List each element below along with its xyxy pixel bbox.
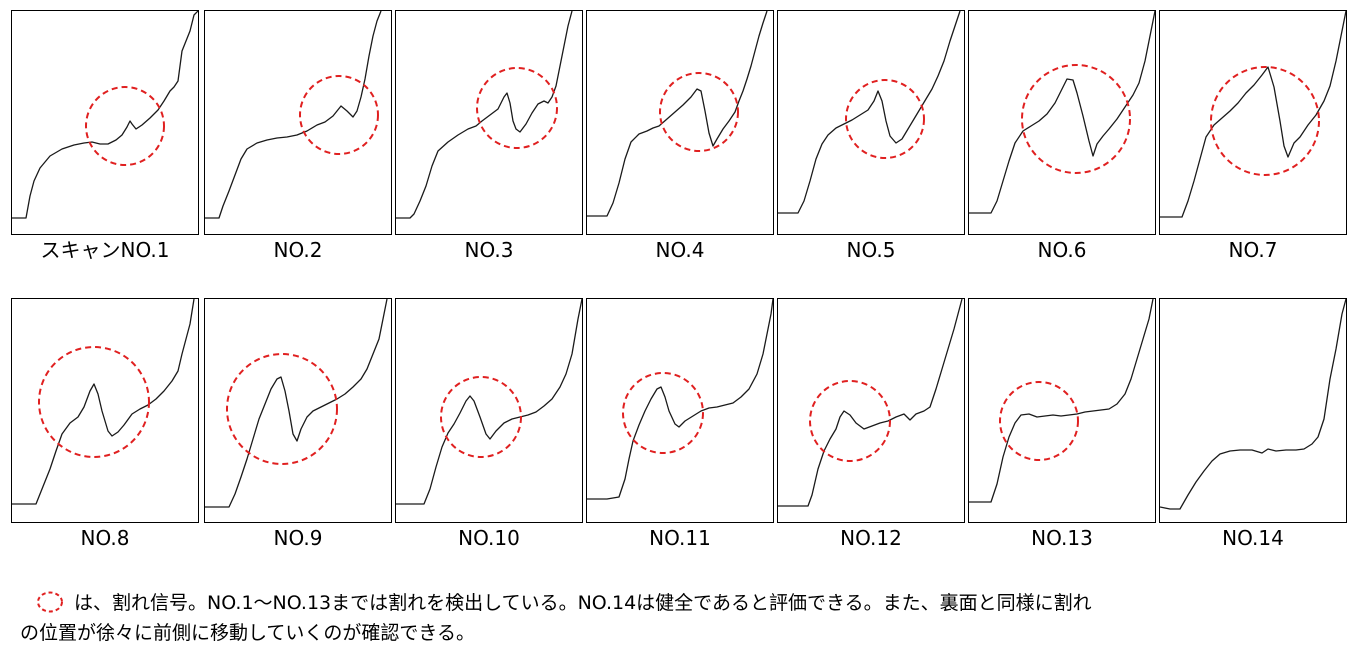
crack-signal-circle bbox=[299, 75, 379, 155]
signal-curve bbox=[205, 299, 388, 508]
signal-curve bbox=[1160, 299, 1346, 510]
scan-plot bbox=[777, 298, 965, 523]
scan-label: NO.7 bbox=[1228, 238, 1278, 262]
crack-signal-circle bbox=[845, 79, 925, 159]
scan-plot bbox=[1159, 298, 1347, 523]
crack-signal-circle bbox=[1021, 64, 1131, 174]
scan-plot-svg bbox=[205, 299, 388, 508]
scan-plot bbox=[586, 298, 774, 523]
scan-plot-svg bbox=[587, 299, 773, 500]
scan-label: NO.13 bbox=[1031, 526, 1093, 550]
scan-plot-svg bbox=[396, 11, 573, 219]
caption-note: は、割れ信号。NO.1～NO.13までは割れを検出している。NO.14は健全であ… bbox=[20, 588, 1350, 648]
scan-plot bbox=[11, 298, 199, 523]
scan-plot bbox=[586, 10, 774, 235]
signal-curve bbox=[587, 11, 768, 217]
crack-signal-circle bbox=[659, 72, 739, 152]
signal-curve bbox=[969, 11, 1155, 214]
note-line1: は、割れ信号。NO.1～NO.13までは割れを検出している。NO.14は健全であ… bbox=[74, 592, 1092, 614]
scan-plot-svg bbox=[205, 11, 382, 219]
scan-plot-svg bbox=[778, 11, 961, 214]
signal-curve bbox=[12, 11, 198, 219]
crack-signal-circle bbox=[38, 346, 150, 458]
signal-curve bbox=[396, 11, 573, 219]
scan-label: NO.3 bbox=[464, 238, 514, 262]
scan-label: NO.5 bbox=[846, 238, 896, 262]
scan-plot bbox=[968, 298, 1156, 523]
scan-plot bbox=[204, 10, 392, 235]
signal-curve bbox=[587, 299, 773, 500]
crack-signal-circle bbox=[999, 381, 1079, 461]
scan-label: NO.2 bbox=[273, 238, 323, 262]
scan-label: NO.4 bbox=[655, 238, 705, 262]
scan-plot bbox=[395, 10, 583, 235]
crack-signal-circle bbox=[226, 353, 338, 465]
scan-plot-svg bbox=[1160, 11, 1346, 218]
scan-plot bbox=[395, 298, 583, 523]
scan-plot bbox=[1159, 10, 1347, 235]
scan-plot-svg bbox=[969, 299, 1154, 503]
scan-label: NO.11 bbox=[649, 526, 711, 550]
scan-plot-svg bbox=[12, 11, 198, 219]
signal-curve bbox=[969, 299, 1154, 503]
scan-label: スキャンNO.1 bbox=[40, 238, 170, 262]
signal-curve bbox=[12, 299, 195, 505]
scan-plot-svg bbox=[396, 299, 582, 505]
scan-label: NO.6 bbox=[1037, 238, 1087, 262]
crack-signal-circle bbox=[1210, 66, 1320, 176]
scan-plot-svg bbox=[12, 299, 195, 505]
crack-signal-circle bbox=[809, 380, 891, 462]
scan-panel-grid: スキャンNO.1 NO.2 NO.3 NO.4 NO.5 NO.6 NO.7 NO.8 NO.9… bbox=[11, 10, 1347, 550]
crack-signal-circle bbox=[85, 86, 165, 166]
signal-curve bbox=[396, 299, 582, 505]
scan-label: NO.9 bbox=[273, 526, 323, 550]
scan-label: NO.14 bbox=[1222, 526, 1284, 550]
scan-plot bbox=[777, 10, 965, 235]
crack-signal-circle bbox=[476, 67, 558, 149]
crack-signal-circle bbox=[440, 376, 522, 458]
scan-plot bbox=[204, 298, 392, 523]
scan-plot-svg bbox=[778, 299, 963, 507]
scan-label: NO.8 bbox=[80, 526, 130, 550]
scan-plot-svg bbox=[587, 11, 768, 217]
scan-label: NO.10 bbox=[458, 526, 520, 550]
scan-plot bbox=[968, 10, 1156, 235]
note-line2: の位置が徐々に前側に移動していくのが確認できる。 bbox=[20, 622, 476, 644]
dashed-circle-legend-icon bbox=[37, 591, 63, 613]
scan-plot bbox=[11, 10, 199, 235]
signal-curve bbox=[205, 11, 382, 219]
signal-curve bbox=[778, 299, 963, 507]
scan-label: NO.12 bbox=[840, 526, 902, 550]
signal-curve bbox=[778, 11, 961, 214]
signal-curve bbox=[1160, 11, 1346, 218]
scan-plot-svg bbox=[1160, 299, 1346, 510]
crack-signal-circle bbox=[622, 372, 704, 454]
scan-plot-svg bbox=[969, 11, 1155, 214]
